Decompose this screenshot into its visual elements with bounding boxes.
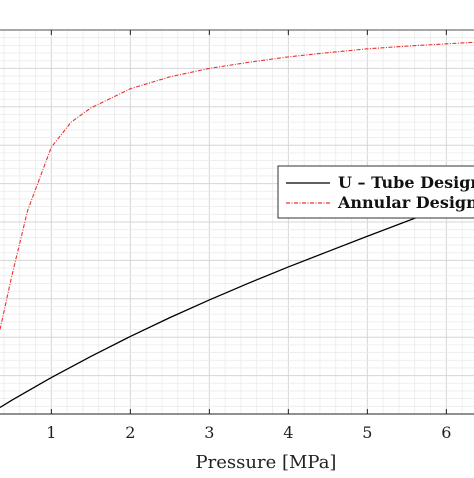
x-tick-label: 2	[125, 423, 135, 442]
legend-entry-label: U – Tube Design	[338, 173, 474, 192]
legend-entry-label: Annular Design	[337, 193, 474, 212]
x-tick-label: 4	[283, 423, 293, 442]
x-tick-label: 3	[204, 423, 214, 442]
x-tick-label: 1	[46, 423, 56, 442]
axes: 1 2 3 4 5 6	[0, 29, 474, 442]
series-line-1	[0, 195, 474, 409]
grid-lines	[0, 29, 474, 415]
x-tick-label: 5	[362, 423, 372, 442]
x-axis-label: Pressure [MPa]	[196, 452, 337, 473]
x-tick-label: 6	[441, 423, 451, 442]
series-lines	[0, 41, 474, 409]
legend-box	[277, 165, 474, 219]
